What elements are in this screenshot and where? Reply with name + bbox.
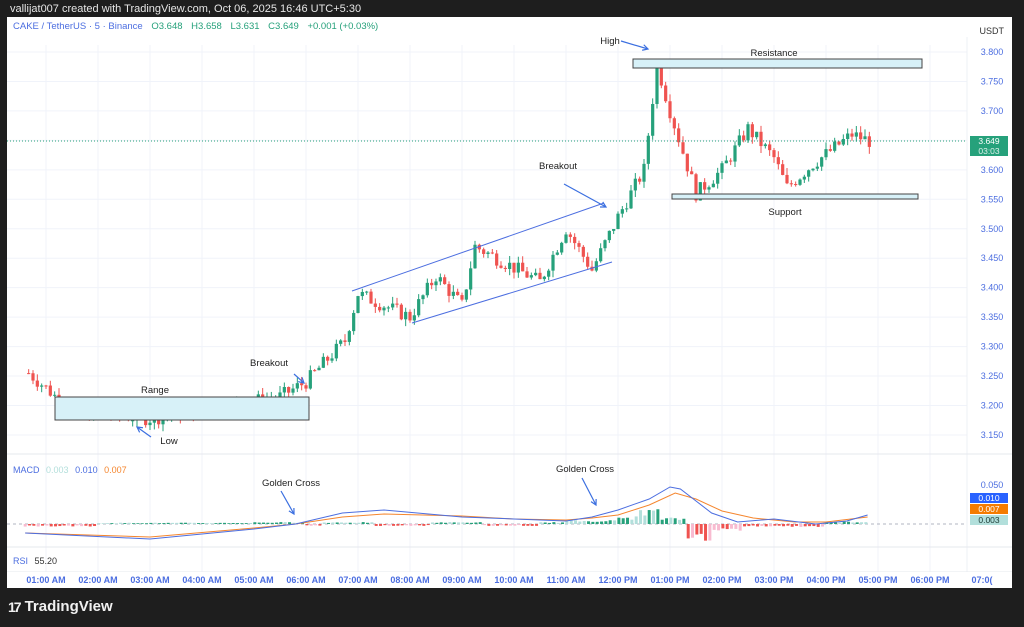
tradingview-logo-icon: 17	[8, 598, 22, 615]
macd-histogram	[23, 509, 868, 541]
price-axis-label: 3.550	[981, 194, 1004, 204]
price-axis-label: 3.250	[981, 371, 1004, 381]
symbol-name[interactable]: CAKE / TetherUS · 5 · Binance	[13, 21, 143, 32]
low-arrow-icon	[135, 426, 152, 438]
golden-cross-arrow-2-icon	[581, 477, 597, 507]
price-axis-label: 3.800	[981, 47, 1004, 57]
resistance-zone[interactable]	[632, 58, 923, 69]
current-price: 3.649	[978, 136, 1000, 146]
time-axis-label: 07:0(	[971, 575, 993, 585]
currency-unit[interactable]: USDT	[979, 26, 1005, 36]
svg-text:0.050: 0.050	[981, 480, 1004, 490]
time-axis-label: 08:00 AM	[390, 575, 430, 585]
tradingview-brand: 17 TradingView	[8, 598, 113, 615]
time-axis-label: 06:00 PM	[910, 575, 950, 585]
macd-value-tag: 0.010	[970, 493, 1008, 503]
chart-credit: vallijat007 created with TradingView.com…	[10, 3, 362, 15]
ohlc-open: O3.648	[151, 21, 183, 32]
breakout-label-1: Breakout	[250, 358, 288, 369]
time-axis-label: 06:00 AM	[286, 575, 326, 585]
ohlc-high: H3.658	[191, 21, 222, 32]
time-axis-label: 12:00 PM	[598, 575, 638, 585]
macd-hist-value: 0.003	[46, 465, 69, 475]
resistance-label: Resistance	[751, 48, 798, 59]
channel-upper-line[interactable]	[351, 202, 605, 292]
support-label: Support	[768, 207, 802, 218]
candles	[27, 59, 871, 432]
high-arrow-icon	[620, 40, 650, 51]
price-axis-label: 3.750	[981, 76, 1004, 86]
range-zone[interactable]	[54, 396, 310, 421]
macd-line	[25, 486, 868, 540]
time-axis-label: 05:00 AM	[234, 575, 274, 585]
channel-lower-line[interactable]	[411, 261, 613, 324]
chart-panel[interactable]: 3.8003.7503.7003.6503.6003.5503.5003.450…	[7, 17, 1012, 588]
rsi-legend: RSI 55.20	[13, 556, 57, 566]
support-zone[interactable]	[671, 193, 919, 200]
macd-label[interactable]: MACD	[13, 465, 40, 475]
macd-legend: MACD 0.003 0.010 0.007	[13, 465, 127, 475]
price-axis-label: 3.600	[981, 165, 1004, 175]
time-axis-label: 03:00 AM	[130, 575, 170, 585]
time-axis-label: 10:00 AM	[494, 575, 534, 585]
price-axis-label: 3.450	[981, 253, 1004, 263]
candle-countdown: 03:03	[978, 146, 1000, 156]
brand-name: TradingView	[24, 598, 113, 615]
breakout-label-2: Breakout	[539, 161, 577, 172]
price-axis-label: 3.350	[981, 312, 1004, 322]
histogram-value-tag: 0.003	[970, 515, 1008, 525]
golden-cross-label-2: Golden Cross	[556, 464, 614, 475]
breakout-arrow-1-icon	[293, 373, 305, 384]
time-axis-label: 04:00 AM	[182, 575, 222, 585]
high-label: High	[600, 36, 620, 47]
time-axis-label: 02:00 PM	[702, 575, 742, 585]
rsi-value: 55.20	[34, 556, 58, 566]
price-chart-canvas[interactable]: 3.8003.7503.7003.6503.6003.5503.5003.450…	[7, 17, 1012, 572]
time-axis-label: 05:00 PM	[858, 575, 898, 585]
time-axis-label: 04:00 PM	[806, 575, 846, 585]
signal-value-tag: 0.007	[970, 504, 1008, 514]
time-axis-label: 09:00 AM	[442, 575, 482, 585]
range-label: Range	[141, 385, 169, 396]
grid: 3.8003.7503.7003.6503.6003.5503.5003.450…	[7, 37, 1012, 572]
macd-line-value: 0.010	[75, 465, 98, 475]
time-axis-label: 07:00 AM	[338, 575, 378, 585]
time-axis-label: 01:00 PM	[650, 575, 690, 585]
ohlc-close: C3.649	[268, 21, 299, 32]
price-axis-label: 3.200	[981, 401, 1004, 411]
price-axis-label: 3.150	[981, 430, 1004, 440]
time-axis-label: 02:00 AM	[78, 575, 118, 585]
price-axis-label: 3.400	[981, 283, 1004, 293]
macd-signal-value: 0.007	[104, 465, 127, 475]
time-axis-label: 11:00 AM	[546, 575, 586, 585]
price-axis-label: 3.700	[981, 106, 1004, 116]
symbol-legend: CAKE / TetherUS · 5 · Binance O3.648 H3.…	[13, 21, 378, 32]
current-price-tag: 3.649 03:03	[970, 136, 1008, 156]
time-axis[interactable]: 01:00 AM 02:00 AM 03:00 AM 04:00 AM 05:00 AM…	[7, 572, 1012, 588]
ohlc-change: +0.001 (+0.03%)	[307, 21, 379, 32]
golden-cross-label-1: Golden Cross	[262, 478, 320, 489]
price-axis-label: 3.500	[981, 224, 1004, 234]
time-axis-label: 01:00 AM	[26, 575, 66, 585]
time-axis-label: 03:00 PM	[754, 575, 794, 585]
price-axis-label: 3.300	[981, 342, 1004, 352]
rsi-label[interactable]: RSI	[13, 556, 29, 566]
golden-cross-arrow-1-icon	[280, 490, 295, 516]
ohlc-low: L3.631	[230, 21, 260, 32]
low-label: Low	[160, 436, 178, 447]
breakout-arrow-2-icon	[563, 183, 608, 208]
